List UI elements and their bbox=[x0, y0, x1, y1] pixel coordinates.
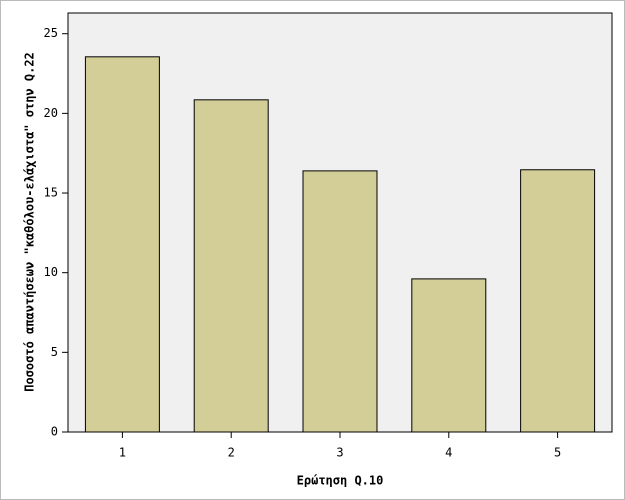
bar bbox=[411, 278, 487, 433]
y-tick-label: 20 bbox=[44, 106, 58, 120]
x-tick-label: 1 bbox=[119, 446, 126, 460]
bar bbox=[84, 56, 160, 433]
y-tick-label: 15 bbox=[44, 186, 58, 200]
x-tick-label: 5 bbox=[554, 446, 561, 460]
y-tick-label: 25 bbox=[44, 26, 58, 40]
bar bbox=[193, 99, 269, 433]
y-tick-label: 10 bbox=[44, 265, 58, 279]
bar bbox=[520, 169, 596, 433]
x-axis-label: Ερώτηση Q.10 bbox=[297, 474, 384, 488]
y-tick-label: 5 bbox=[51, 345, 58, 359]
y-axis-label: Ποσοστό απαντήσεων "καθόλου-ελάχιστα" στ… bbox=[23, 52, 37, 392]
y-tick-label: 0 bbox=[51, 425, 58, 439]
x-tick-label: 4 bbox=[445, 446, 452, 460]
x-tick-label: 2 bbox=[228, 446, 235, 460]
bar bbox=[302, 170, 378, 433]
x-tick-label: 3 bbox=[336, 446, 343, 460]
